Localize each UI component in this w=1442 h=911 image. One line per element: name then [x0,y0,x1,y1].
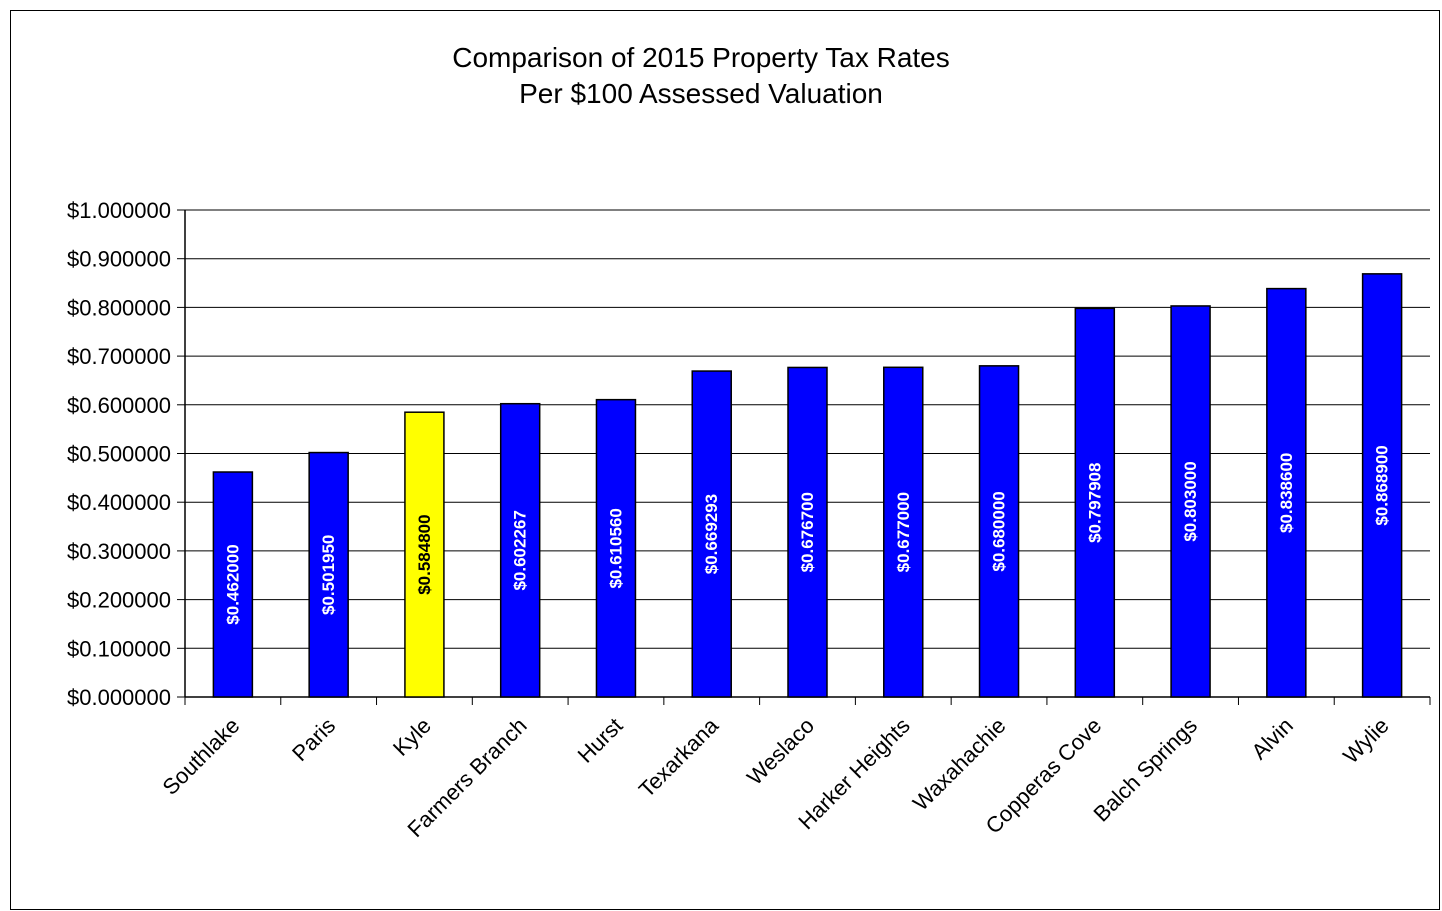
bar-harker-heights [883,366,924,698]
category-label: Paris [287,713,340,766]
chart-title: Comparison of 2015 Property Tax Rates Pe… [0,40,1402,112]
bar-southlake [212,471,254,698]
data-label: $0.462000 [223,544,242,624]
category-label: Waxahachie [908,713,1011,816]
bar-waxahachie [978,365,1020,698]
bar-copperas-cove [1074,307,1116,698]
bar-balch-springs [1170,305,1211,698]
y-tick-label: $0.400000 [67,490,171,515]
chart-title-line-2: Per $100 Assessed Valuation [519,78,883,109]
data-label: $0.677000 [894,492,913,572]
y-tick-label: $0.100000 [67,636,171,661]
data-label: $0.610560 [606,508,625,588]
category-label: Southlake [158,713,245,800]
y-tick-label: $0.700000 [67,344,171,369]
data-label: $0.680000 [990,491,1009,571]
category-label: Alvin [1246,713,1297,764]
bar-farmers-branch [499,402,541,698]
category-label: Hurst [573,713,628,768]
data-label: $0.868900 [1373,445,1392,525]
category-label: Kyle [388,713,436,761]
chart-title-line-1: Comparison of 2015 Property Tax Rates [452,42,950,73]
y-tick-label: $0.000000 [67,685,171,710]
bar-wylie [1361,273,1403,698]
category-label: Texarkana [634,712,724,802]
bar-texarkana [691,370,732,698]
y-tick-label: $0.200000 [67,588,171,613]
category-label: Wylie [1338,713,1394,769]
y-tick-label: $0.300000 [67,539,171,564]
bar-paris [308,451,349,698]
data-label: $0.676700 [798,492,817,572]
data-label: $0.838600 [1277,453,1296,533]
bar-alvin [1266,287,1307,698]
bar-weslaco [787,366,828,698]
y-tick-label: $0.600000 [67,393,171,418]
y-tick-label: $0.900000 [67,247,171,272]
y-tick-label: $0.800000 [67,295,171,320]
y-tick-label: $1.000000 [67,198,171,223]
data-label: $0.501950 [319,535,338,615]
data-label: $0.602267 [511,510,530,590]
data-label: $0.669293 [702,494,721,574]
bar-kyle [404,411,445,698]
data-label: $0.803000 [1181,461,1200,541]
axes: $0.000000 $0.100000 $0.200000 $0.300000 $0.4… [67,198,1431,710]
bars [212,273,1403,698]
data-labels: $0.462000 $0.501950 $0.584800 $0.602267 $0.6… [223,445,1391,624]
data-label: $0.797908 [1085,463,1104,543]
category-label: Weslaco [742,713,819,790]
y-tick-label: $0.500000 [67,442,171,467]
bar-hurst [595,398,637,698]
data-label: $0.584800 [415,514,434,594]
